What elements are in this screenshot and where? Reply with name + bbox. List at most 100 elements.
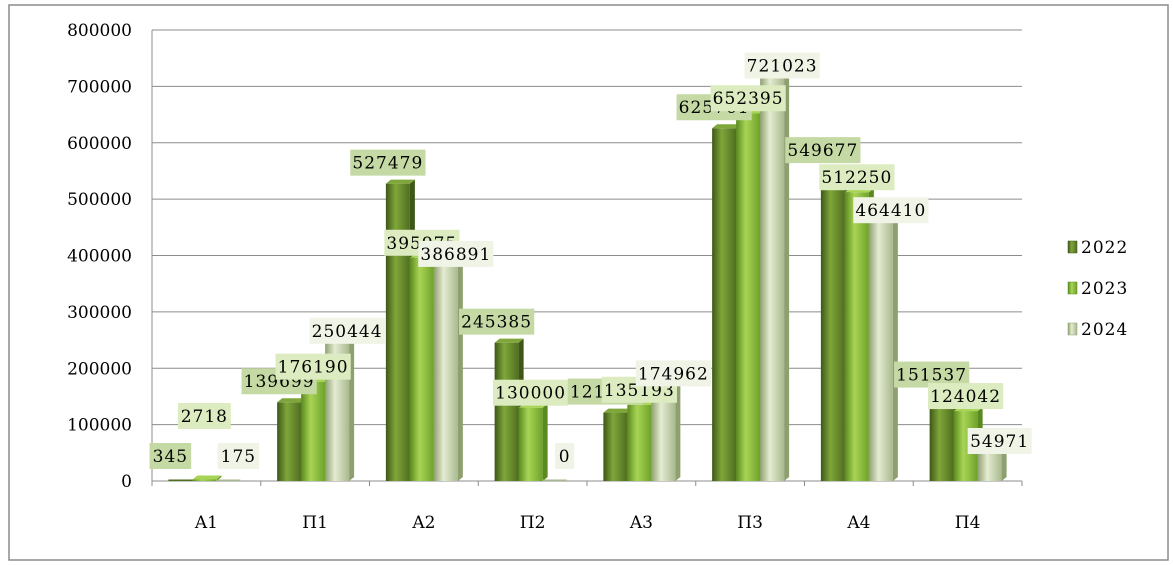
bar-side (892, 215, 898, 482)
bar-2024 (433, 258, 463, 481)
bars (168, 70, 1007, 482)
data-label-text: 386891 (420, 245, 491, 265)
bar-face (929, 395, 954, 481)
data-label: 176190 (275, 353, 351, 380)
bar-face (301, 381, 326, 481)
data-label-text: 652395 (713, 89, 784, 109)
bar-top (494, 338, 524, 343)
legend-item: 2023 (1067, 279, 1128, 299)
bar-2024 (216, 479, 241, 481)
bar-face (844, 192, 869, 481)
data-label: 721023 (744, 52, 820, 79)
data-label: 464410 (853, 197, 929, 224)
legend-item: 2022 (1067, 238, 1128, 258)
bar-2022 (168, 479, 193, 481)
legend-label: 2023 (1081, 279, 1128, 299)
data-label-bg (555, 443, 575, 469)
data-label-bg (635, 360, 711, 387)
bar-2024 (760, 70, 790, 481)
x-tick-label: A1 (194, 513, 218, 533)
y-tick-label: 200000 (67, 359, 132, 379)
data-label-bg (418, 240, 494, 267)
data-label: 245385 (459, 308, 535, 335)
data-label: 549677 (785, 137, 861, 164)
bar-face (494, 342, 519, 481)
x-tick-label: A2 (411, 513, 435, 533)
data-label-text: 721023 (747, 57, 818, 77)
bar-face (216, 479, 241, 481)
data-label-text: 245385 (461, 313, 532, 333)
data-label-bg (149, 443, 192, 469)
data-label: 175 (217, 443, 260, 469)
bar-top (385, 179, 415, 184)
bar-face (627, 404, 652, 481)
legend-label: 2024 (1081, 320, 1128, 340)
y-tick-label: 800000 (67, 21, 132, 41)
data-label: 512250 (819, 164, 895, 191)
data-label: 0 (555, 443, 575, 469)
data-label-text: 345 (153, 447, 188, 467)
bar-face (712, 128, 737, 481)
data-label-bg (853, 197, 929, 224)
data-label-text: 527479 (352, 154, 423, 174)
x-tick-label: A3 (629, 513, 653, 533)
legend-item: 2024 (1067, 320, 1128, 340)
data-label-text: 130000 (495, 384, 566, 404)
data-label-bg (177, 403, 231, 429)
axes: 0 100000 200000 300000 400000 500000 600000 700… (67, 21, 1023, 533)
bar-face (868, 219, 893, 482)
x-tick-label: A4 (846, 513, 870, 533)
data-label-bg (459, 308, 535, 335)
data-label: 652395 (710, 85, 786, 112)
data-label-bg (217, 443, 260, 469)
y-tick-label: 400000 (67, 247, 132, 267)
legend-swatch (1067, 240, 1078, 254)
y-tick-label: 300000 (67, 303, 132, 323)
legend-label: 2022 (1081, 238, 1128, 258)
data-label-text: 54971 (970, 432, 1029, 452)
y-tick-label: 100000 (67, 416, 132, 436)
y-tick-label: 600000 (67, 134, 132, 154)
data-label-bg (744, 52, 820, 79)
data-label-text: 250444 (312, 322, 383, 342)
x-tick-label: П3 (737, 513, 763, 533)
data-label: 130000 (493, 379, 569, 406)
data-label-bg (819, 164, 895, 191)
data-label-bg (785, 137, 861, 164)
data-label: 2718 (177, 403, 231, 429)
data-label: 345 (149, 443, 192, 469)
bar-top (192, 475, 222, 480)
bar-top (277, 398, 307, 403)
data-label: 250444 (309, 317, 385, 344)
data-label: 174962 (635, 360, 711, 387)
data-label-text: 174962 (638, 364, 709, 384)
data-label-text: 464410 (855, 201, 926, 221)
bar-face (542, 479, 567, 481)
data-label-text: 0 (559, 447, 571, 467)
bar-face (820, 171, 845, 481)
data-label-bg (309, 317, 385, 344)
bar-face (603, 412, 628, 481)
data-label-text: 512250 (821, 168, 892, 188)
legend: 2022 2023 2024 (1067, 238, 1128, 340)
data-label-bg (350, 149, 426, 176)
bar-face (760, 74, 785, 481)
legend-swatch (1067, 322, 1078, 336)
data-labels: 3452718175139699176190250444527479395975… (149, 52, 1032, 469)
data-label-text: 2718 (181, 407, 228, 427)
bar-2024 (868, 215, 898, 482)
data-label: 54971 (967, 428, 1032, 455)
x-tick-label: П4 (955, 513, 981, 533)
bar-side (542, 403, 548, 481)
x-tick-label: П1 (302, 513, 328, 533)
bar-face (192, 479, 217, 481)
legend-swatch (1067, 281, 1078, 295)
bar-side (675, 378, 681, 481)
bar-side (1001, 446, 1007, 481)
y-tick-label: 700000 (67, 77, 132, 97)
bar-side (784, 70, 790, 481)
data-label-bg (967, 428, 1032, 455)
data-label-bg (493, 379, 569, 406)
bar-face (277, 402, 302, 481)
